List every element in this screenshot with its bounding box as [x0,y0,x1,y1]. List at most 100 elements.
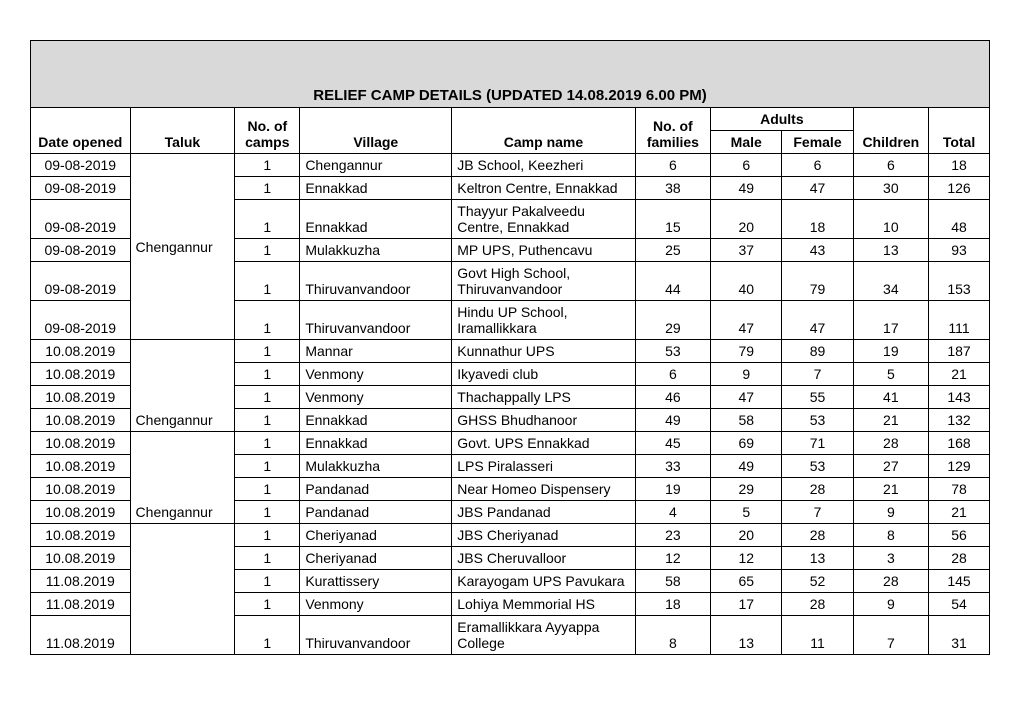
cell-fam: 44 [635,262,710,301]
cell-female: 13 [782,547,853,570]
cell-total: 48 [929,200,990,239]
cell-village: Mulakkuzha [300,455,452,478]
cell-children: 28 [853,432,928,455]
cell-camps: 1 [235,593,300,616]
cell-date: 10.08.2019 [31,340,131,363]
cell-female: 79 [782,262,853,301]
cell-children: 21 [853,478,928,501]
cell-total: 31 [929,616,990,655]
cell-children: 9 [853,593,928,616]
cell-village: Thiruvanvandoor [300,616,452,655]
cell-village: Mannar [300,340,452,363]
cell-female: 47 [782,177,853,200]
cell-male: 20 [711,200,782,239]
cell-village: Venmony [300,593,452,616]
cell-fam: 4 [635,501,710,524]
cell-male: 9 [711,363,782,386]
cell-total: 18 [929,154,990,177]
cell-date: 11.08.2019 [31,593,131,616]
cell-fam: 19 [635,478,710,501]
col-adults: Adults [711,108,854,131]
cell-total: 54 [929,593,990,616]
col-total: Total [929,108,990,154]
cell-village: Venmony [300,386,452,409]
cell-female: 28 [782,593,853,616]
cell-total: 93 [929,239,990,262]
cell-female: 43 [782,239,853,262]
cell-fam: 23 [635,524,710,547]
cell-female: 55 [782,386,853,409]
cell-date: 11.08.2019 [31,616,131,655]
cell-female: 52 [782,570,853,593]
cell-date: 10.08.2019 [31,501,131,524]
cell-male: 29 [711,478,782,501]
header-row-1: Date opened Taluk No. of camps Village C… [31,108,990,131]
cell-total: 153 [929,262,990,301]
cell-male: 40 [711,262,782,301]
cell-camps: 1 [235,432,300,455]
cell-village: Ennakkad [300,432,452,455]
cell-camps: 1 [235,239,300,262]
cell-camp: Near Homeo Dispensery [452,478,635,501]
cell-camps: 1 [235,616,300,655]
cell-date: 10.08.2019 [31,478,131,501]
cell-children: 34 [853,262,928,301]
cell-fam: 45 [635,432,710,455]
cell-camps: 1 [235,547,300,570]
cell-total: 132 [929,409,990,432]
cell-taluk: Chengannur [130,340,235,432]
cell-female: 53 [782,455,853,478]
cell-children: 7 [853,616,928,655]
cell-camp: JB School, Keezheri [452,154,635,177]
cell-total: 145 [929,570,990,593]
cell-village: Cheriyanad [300,524,452,547]
col-date: Date opened [31,108,131,154]
cell-total: 21 [929,501,990,524]
col-taluk: Taluk [130,108,235,154]
cell-total: 168 [929,432,990,455]
cell-taluk: Chengannur [130,154,235,340]
cell-date: 10.08.2019 [31,547,131,570]
cell-camps: 1 [235,478,300,501]
cell-children: 17 [853,301,928,340]
cell-camps: 1 [235,570,300,593]
cell-camp: JBS Pandanad [452,501,635,524]
cell-total: 143 [929,386,990,409]
cell-children: 6 [853,154,928,177]
cell-village: Chengannur [300,154,452,177]
cell-fam: 12 [635,547,710,570]
cell-children: 19 [853,340,928,363]
col-families: No. of families [635,108,710,154]
cell-male: 5 [711,501,782,524]
cell-camp: Kunnathur UPS [452,340,635,363]
cell-fam: 29 [635,301,710,340]
cell-fam: 6 [635,154,710,177]
cell-date: 10.08.2019 [31,524,131,547]
table-title: RELIEF CAMP DETAILS (UPDATED 14.08.2019 … [31,41,990,108]
cell-female: 7 [782,363,853,386]
cell-male: 79 [711,340,782,363]
cell-children: 21 [853,409,928,432]
cell-total: 129 [929,455,990,478]
cell-female: 47 [782,301,853,340]
cell-village: Mulakkuzha [300,239,452,262]
cell-camps: 1 [235,386,300,409]
cell-male: 6 [711,154,782,177]
cell-total: 28 [929,547,990,570]
col-camps: No. of camps [235,108,300,154]
cell-children: 3 [853,547,928,570]
cell-date: 09-08-2019 [31,301,131,340]
cell-date: 10.08.2019 [31,432,131,455]
cell-camps: 1 [235,262,300,301]
cell-date: 10.08.2019 [31,409,131,432]
table-row: 09-08-2019 Chengannur 1 Chengannur JB Sc… [31,154,990,177]
cell-camps: 1 [235,200,300,239]
col-campname: Camp name [452,108,635,154]
table-row: 10.08.2019 1 Cheriyanad JBS Cheriyanad 2… [31,524,990,547]
cell-date: 10.08.2019 [31,455,131,478]
cell-total: 78 [929,478,990,501]
cell-female: 53 [782,409,853,432]
cell-date: 09-08-2019 [31,154,131,177]
cell-village: Thiruvanvandoor [300,262,452,301]
cell-camps: 1 [235,301,300,340]
